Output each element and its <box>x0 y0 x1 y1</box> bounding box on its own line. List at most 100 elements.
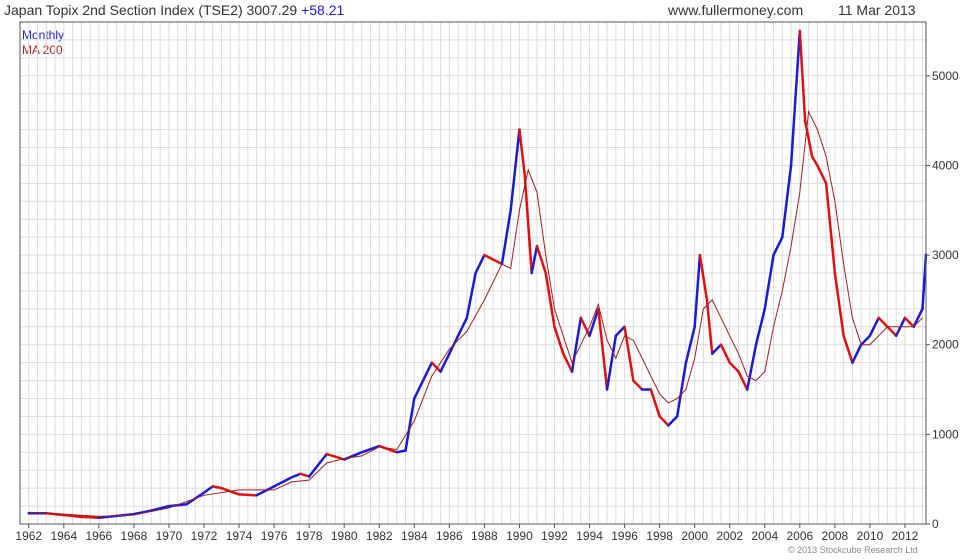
x-tick-label: 2006 <box>786 529 813 543</box>
chart-date: 11 Mar 2013 <box>838 2 916 18</box>
copyright: © 2013 Stockcube Research Ltd <box>788 545 918 555</box>
x-tick-label: 1990 <box>506 529 533 543</box>
monthly-bar <box>561 352 574 373</box>
monthly-bar <box>859 334 872 346</box>
x-tick-label: 1998 <box>646 529 673 543</box>
monthly-bar <box>851 343 863 364</box>
x-tick-label: 1980 <box>331 529 358 543</box>
series-layer <box>27 29 928 519</box>
plot-frame <box>19 21 927 525</box>
monthly-bar <box>705 298 714 355</box>
monthly-bar <box>684 325 696 364</box>
x-tick-label: 2002 <box>716 529 743 543</box>
monthly-bar <box>80 515 101 519</box>
monthly-bar <box>325 452 346 461</box>
monthly-bar <box>62 513 83 519</box>
change-value: +58.21 <box>301 2 345 18</box>
monthly-bar <box>658 415 670 427</box>
x-tick-label: 1972 <box>191 529 218 543</box>
x-tick-label: 2004 <box>751 529 778 543</box>
x-tick-label: 2008 <box>822 529 849 543</box>
legend-ma200: MA 200 <box>22 43 63 57</box>
monthly-bar <box>202 485 215 494</box>
chart-title: Japan Topix 2nd Section Index (TSE2) 300… <box>4 2 344 18</box>
monthly-bar <box>816 164 828 185</box>
monthly-bar <box>530 244 539 275</box>
monthly-bar <box>430 361 442 373</box>
monthly-bar <box>921 253 928 311</box>
monthly-bar <box>290 472 302 479</box>
monthly-bar <box>746 343 758 391</box>
monthly-bar <box>237 493 258 497</box>
monthly-bar <box>605 334 618 391</box>
monthly-bar <box>728 361 740 373</box>
monthly-bar <box>868 316 880 337</box>
x-tick-label: 1970 <box>156 529 183 543</box>
x-tick-label: 1982 <box>366 529 393 543</box>
monthly-bar <box>754 307 767 346</box>
y-tick-label: 0 <box>932 517 939 531</box>
monthly-bar <box>698 253 709 302</box>
monthly-bar <box>597 307 609 391</box>
monthly-bar <box>803 119 814 158</box>
monthly-bar <box>810 155 819 167</box>
x-tick-label: 1964 <box>50 529 77 543</box>
monthly-bar <box>523 173 533 275</box>
monthly-bar <box>474 253 486 275</box>
monthly-bar <box>763 253 775 311</box>
monthly-bar <box>299 472 311 478</box>
x-tick-label: 1968 <box>121 529 148 543</box>
monthly-bar <box>614 325 626 337</box>
monthly-bar <box>912 307 924 329</box>
title-text: Japan Topix 2nd Section Index (TSE2) 300… <box>4 2 298 18</box>
monthly-bar <box>833 271 845 337</box>
x-tick-label: 2012 <box>892 529 919 543</box>
monthly-bar <box>439 352 451 373</box>
x-tick-label: 1978 <box>296 529 323 543</box>
y-tick-label: 4000 <box>932 158 959 172</box>
monthly-bar <box>903 316 915 329</box>
monthly-bar <box>518 128 526 176</box>
x-tick-label: 1962 <box>15 529 42 543</box>
grid <box>19 21 926 525</box>
x-tick-label: 1984 <box>401 529 428 543</box>
monthly-bar <box>500 209 512 266</box>
monthly-bar <box>675 361 688 418</box>
monthly-bar <box>132 509 153 516</box>
x-tick-label: 2000 <box>681 529 708 543</box>
monthly-bar <box>544 271 556 329</box>
y-tick-label: 2000 <box>932 338 959 352</box>
site-url[interactable]: www.fullermoney.com <box>668 2 804 18</box>
monthly-bar <box>535 244 547 275</box>
ma200-line <box>28 109 923 517</box>
monthly-bar <box>553 325 565 355</box>
monthly-bar <box>570 316 583 373</box>
x-tick-label: 1992 <box>541 529 568 543</box>
y-tick-label: 1000 <box>932 427 959 441</box>
axes: 1962 1964 1966 1968 1970 1972 1974 1976 1978 1980… <box>15 69 959 543</box>
monthly-bar <box>150 504 171 512</box>
monthly-bar <box>509 128 521 212</box>
monthly-bar <box>781 164 793 239</box>
monthly-bar <box>588 307 600 337</box>
y-tick-label: 5000 <box>932 69 959 83</box>
monthly-bar <box>886 325 898 337</box>
monthly-bar <box>456 316 469 337</box>
monthly-bar <box>404 397 416 452</box>
chart-header: Japan Topix 2nd Section Index (TSE2) 300… <box>0 0 980 22</box>
x-tick-label: 2010 <box>857 529 884 543</box>
monthly-bar <box>360 444 381 454</box>
monthly-bar <box>211 485 223 490</box>
monthly-bar <box>789 29 802 167</box>
monthly-bar <box>465 271 477 320</box>
x-tick-label: 1966 <box>86 529 113 543</box>
x-tick-label: 1986 <box>436 529 463 543</box>
monthly-bar <box>693 253 702 329</box>
monthly-bar <box>737 370 749 391</box>
monthly-bar <box>824 182 837 275</box>
monthly-bar <box>710 343 723 355</box>
monthly-bar <box>395 449 407 454</box>
chart-legend: Monthly MA 200 <box>22 28 64 58</box>
x-tick-label: 1976 <box>261 529 288 543</box>
